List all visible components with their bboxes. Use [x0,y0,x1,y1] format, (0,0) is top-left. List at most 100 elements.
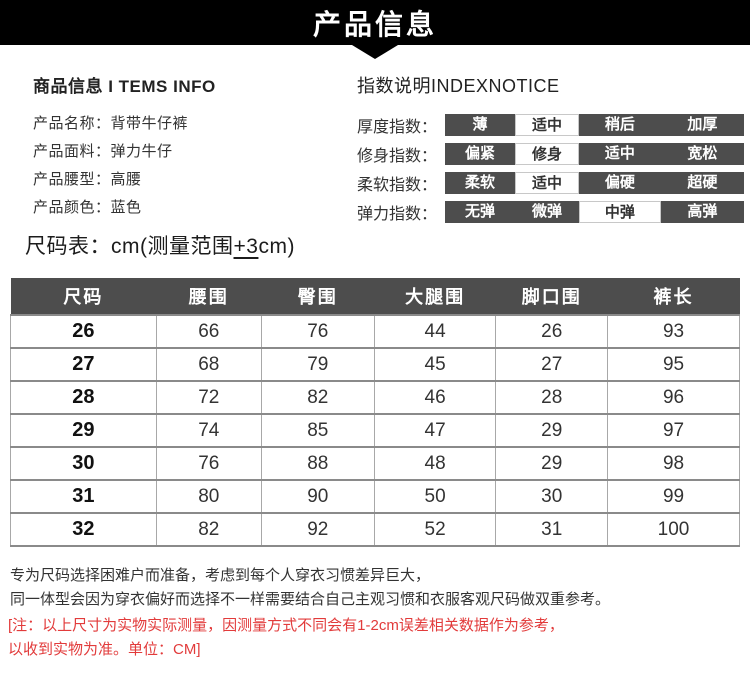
disclaimer-line: [注：以上尺寸为实物实际测量，因测量方式不同会有1-2cm误差相关数据作为参考， [8,617,564,634]
column-header: 大腿围 [374,278,496,316]
size-table-title-tolerance: +3 [233,235,259,258]
size-table-body: 26 66 76 44 26 93 27 68 79 45 27 95 28 72 82 46 28 96 29 74… [10,314,740,547]
measurement-cell: 46 [373,380,497,415]
index-cell: 偏硬 [578,172,661,194]
index-cell: 超硬 [660,172,744,194]
measurement-cell: 74 [155,413,262,448]
attribute-label: 产品面料： [33,143,111,160]
attribute-label: 产品颜色： [33,199,111,216]
size-table-row: 29 74 85 47 29 97 [10,413,740,448]
measurement-cell: 47 [373,413,497,448]
measurement-cell: 98 [607,446,740,481]
header-banner: 产品信息 [0,0,750,45]
column-header: 裤长 [607,278,740,316]
size-value-cell: 31 [10,479,157,514]
measurement-cell: 29 [495,413,609,448]
size-table-row: 32 82 92 52 31 100 [10,512,740,547]
measurement-cell: 93 [607,314,740,349]
size-advice-note: 专为尺码选择困难户而准备，考虑到每个人穿衣习惯差异巨大， 同一体型会因为穿衣偏好而… [10,564,610,612]
index-row-label: 弹力指数： [357,206,438,223]
measurement-cell: 79 [260,347,375,382]
column-header: 臀围 [261,278,375,316]
index-cell: 稍后 [578,114,661,136]
measurement-cell: 85 [260,413,375,448]
measurement-cell: 76 [260,314,375,349]
index-row: 弹力指数： 无弹 微弹 中弹 高弹 [357,201,745,223]
index-cell: 薄 [445,114,515,136]
size-table-row: 28 72 82 46 28 96 [10,380,740,415]
page-title: 产品信息 [312,8,437,40]
attribute-value: 背带牛仔裤 [110,115,189,132]
index-cell: 偏紧 [445,143,515,165]
measurement-cell: 76 [155,446,262,481]
measurement-cell: 99 [607,479,740,514]
size-table-title-suffix: cm) [258,235,295,258]
index-bar: 无弹 微弹 中弹 高弹 [445,201,744,223]
index-row: 柔软指数： 柔软 适中 偏硬 超硬 [357,172,745,194]
index-cell: 柔软 [445,172,515,194]
index-bars-list: 厚度指数：薄适中 稍后 加厚 修身指数： 偏紧 修身 适中 宽松 柔软指数： 柔软 适中 偏硬 超硬 弹力… [357,114,745,223]
index-bar: 偏紧 修身 适中 宽松 [445,143,744,165]
measurement-cell: 80 [155,479,262,514]
index-row: 修身指数： 偏紧 修身 适中 宽松 [357,143,745,165]
index-cell: 适中 [578,143,661,165]
measurement-cell: 52 [373,512,497,547]
product-attribute-line: 产品颜色：蓝色 [33,199,348,217]
index-cell-selected: 适中 [514,114,579,136]
index-notice-section: 指数说明INDEXNOTICE 厚度指数：薄适中 稍后 加厚 修身指数： 偏紧 修身 适中宽… [357,72,745,230]
product-attribute-line: 产品名称：背带牛仔裤 [33,115,348,133]
size-table-title: 尺码表：cm(测量范围+3cm) [25,230,295,260]
attribute-value: 高腰 [110,171,142,188]
items-info-heading: 商品信息 I TEMS INFO [33,77,216,96]
index-row-label: 柔软指数： [357,177,438,194]
measurement-cell: 97 [607,413,740,448]
size-table-row: 31 80 90 50 30 99 [10,479,740,514]
measurement-cell: 82 [260,380,375,415]
index-cell-selected: 修身 [514,143,579,165]
measurement-cell: 27 [495,347,609,382]
items-info-section: 商品信息 I TEMS INFO 产品名称：背带牛仔裤 产品面料：弹力牛仔 产品腰型… [33,72,348,227]
index-cell: 加厚 [660,114,744,136]
measurement-cell: 26 [495,314,609,349]
product-attributes-list: 产品名称：背带牛仔裤 产品面料：弹力牛仔 产品腰型：高腰 产品颜色：蓝色 [33,115,348,217]
measurement-cell: 44 [373,314,497,349]
size-value-cell: 32 [10,512,157,547]
size-value-cell: 27 [10,347,157,382]
note-line: 专为尺码选择困难户而准备，考虑到每个人穿衣习惯差异巨大， [10,567,431,584]
index-bar: 薄适中 稍后 加厚 [445,114,744,136]
measurement-cell: 92 [260,512,375,547]
attribute-label: 产品腰型： [33,171,111,188]
measurement-cell: 29 [495,446,609,481]
attribute-label: 产品名称： [33,115,111,132]
measurement-cell: 66 [155,314,262,349]
measurement-cell: 48 [373,446,497,481]
measurement-cell: 28 [495,380,609,415]
banner-arrow-down-icon [352,45,398,59]
size-table-header-row: 尺码 腰围 臀围 大腿围 脚口围 裤长 [10,278,740,316]
measurement-cell: 72 [155,380,262,415]
measurement-disclaimer-note: [注：以上尺寸为实物实际测量，因测量方式不同会有1-2cm误差相关数据作为参考，… [8,614,564,662]
measurement-cell: 88 [260,446,375,481]
size-table-title-prefix: 尺码表：cm(测量范围 [25,235,234,258]
measurement-cell: 30 [495,479,609,514]
measurement-cell: 31 [495,512,609,547]
attribute-value: 蓝色 [110,199,142,216]
column-header: 腰围 [156,278,262,316]
index-cell-selected: 适中 [514,172,579,194]
index-cell-selected: 中弹 [578,201,661,223]
index-cell: 微弹 [514,201,579,223]
product-attribute-line: 产品面料：弹力牛仔 [33,143,348,161]
size-table: 尺码 腰围 臀围 大腿围 脚口围 裤长 26 66 76 44 26 93 27 68 79 45 27 95 2… [10,278,740,547]
index-row: 厚度指数： 薄适中 稍后 加厚 [357,114,745,136]
size-table-row: 26 66 76 44 26 93 [10,314,740,349]
measurement-cell: 45 [373,347,497,382]
index-row-label: 厚度指数： [357,119,438,136]
measurement-cell: 95 [607,347,740,382]
index-cell: 无弹 [445,201,515,223]
measurement-cell: 96 [607,380,740,415]
measurement-cell: 82 [155,512,262,547]
product-attribute-line: 产品腰型：高腰 [33,171,348,189]
size-value-cell: 29 [10,413,157,448]
column-header: 脚口围 [495,278,608,316]
index-notice-heading: 指数说明INDEXNOTICE [357,76,560,96]
